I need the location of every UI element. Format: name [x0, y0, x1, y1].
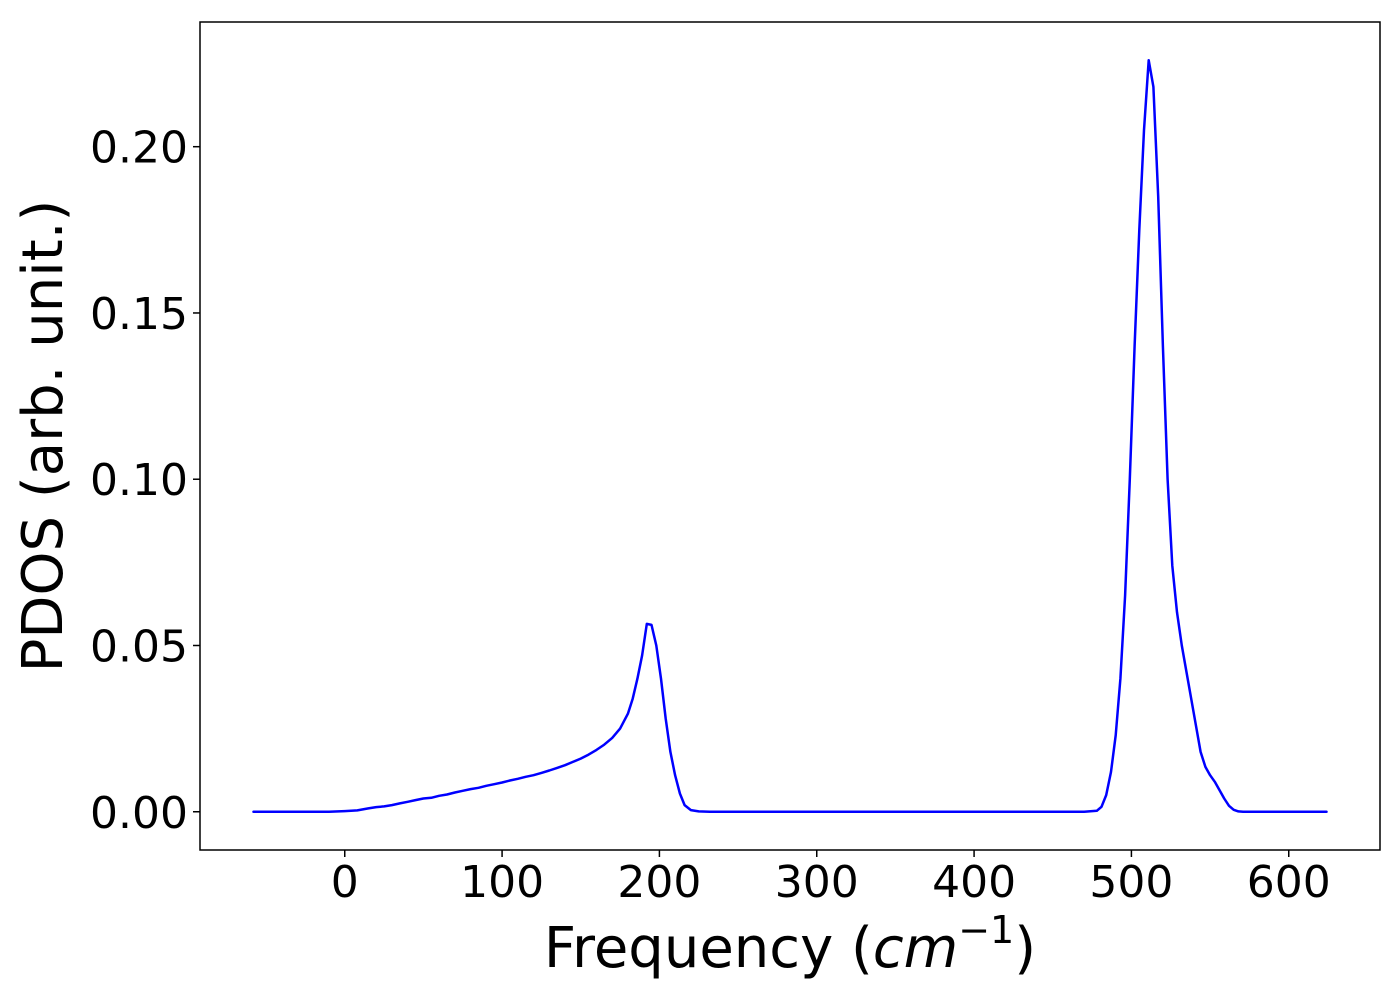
y-tick-label: 0.15 — [90, 289, 188, 340]
y-axis-label: PDOS (arb. unit.) — [11, 200, 76, 673]
x-tick-label: 300 — [775, 857, 859, 908]
y-tick-label: 0.20 — [90, 123, 188, 174]
y-tick-label: 0.00 — [90, 788, 188, 839]
x-tick-label: 100 — [460, 857, 544, 908]
x-axis-label-math: cm — [873, 916, 958, 981]
series-layer — [252, 58, 1328, 814]
x-tick-label: 600 — [1247, 857, 1331, 908]
x-tick-label: 0 — [331, 857, 359, 908]
x-axis-label: Frequency (cm−1) — [544, 908, 1036, 981]
plot-frame — [199, 21, 1381, 851]
x-axis-label-text: Frequency ( — [544, 916, 873, 981]
plot-background — [200, 22, 1380, 850]
x-tick-label: 500 — [1089, 857, 1173, 908]
x-axis-label-end: ) — [1014, 916, 1036, 981]
x-tick-label: 400 — [932, 857, 1016, 908]
y-tick-label: 0.10 — [90, 455, 188, 506]
series-line — [252, 58, 1328, 814]
x-axis-label-superscript: −1 — [958, 908, 1014, 952]
ticks-layer: 0 100 200 300 400 500 600 0.00 0.05 0.10 0.15 0.20 — [90, 123, 1331, 908]
y-tick-label: 0.05 — [90, 621, 188, 672]
x-tick-label: 200 — [617, 857, 701, 908]
